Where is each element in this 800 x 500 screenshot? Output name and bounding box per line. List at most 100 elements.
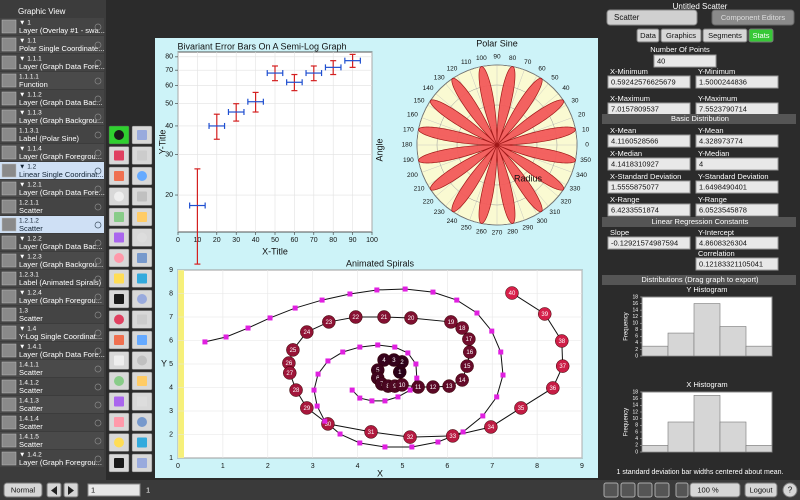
view-button[interactable] — [603, 482, 619, 498]
tree-toggle[interactable] — [94, 59, 102, 67]
tree-toggle[interactable] — [94, 221, 102, 229]
x-tick-label: 60 — [291, 237, 299, 244]
tree-row[interactable] — [0, 162, 104, 179]
tool-glyph — [137, 396, 147, 407]
tree-toggle[interactable] — [94, 41, 102, 49]
view-button[interactable] — [654, 482, 670, 498]
tree-row[interactable] — [0, 234, 104, 251]
tree-toggle[interactable] — [94, 113, 102, 121]
tab[interactable] — [702, 28, 748, 43]
histogram-bar — [719, 421, 747, 453]
tree-toggle[interactable] — [94, 275, 102, 283]
tree-row[interactable] — [0, 288, 104, 305]
button-label: Normal — [11, 485, 36, 494]
tree-id: 1.3 — [19, 308, 28, 315]
view-button[interactable] — [637, 482, 653, 498]
angle-tick-label: 120 — [447, 66, 458, 73]
field-value: 6.4233551874 — [611, 205, 659, 214]
tree-toggle[interactable] — [94, 293, 102, 301]
tree-row[interactable] — [0, 342, 104, 359]
tree-row[interactable] — [0, 54, 104, 71]
field-label: Number Of Points — [650, 45, 710, 54]
point-label: 26 — [286, 361, 293, 367]
tree-toggle[interactable] — [94, 167, 102, 175]
page-field[interactable] — [87, 483, 141, 497]
tree-icon — [1, 343, 17, 358]
angle-tick-label: 40 — [562, 85, 570, 92]
tree-toggle[interactable] — [94, 95, 102, 103]
tab[interactable] — [660, 28, 702, 43]
tree-row[interactable] — [0, 216, 104, 233]
tree-row[interactable] — [0, 18, 104, 35]
tree-toggle[interactable] — [94, 383, 102, 391]
zoom-menu[interactable] — [689, 482, 741, 498]
tree-toggle[interactable] — [94, 203, 102, 211]
point-label: 28 — [293, 388, 300, 394]
point-label: 32 — [407, 435, 414, 441]
tree-row[interactable] — [0, 270, 104, 287]
tree-row[interactable] — [0, 414, 104, 431]
tree-toggle[interactable] — [94, 149, 102, 157]
editors-menu[interactable] — [711, 9, 795, 26]
point-label: 20 — [408, 316, 415, 322]
tree-row[interactable] — [0, 108, 104, 125]
type-menu[interactable] — [606, 9, 698, 26]
tab[interactable] — [636, 28, 660, 43]
tree-toggle[interactable] — [94, 419, 102, 427]
tree-toggle[interactable] — [94, 257, 102, 265]
point-label: 22 — [352, 315, 359, 321]
square-marker — [402, 286, 408, 292]
x-tick-label: 9 — [580, 463, 584, 470]
tree-row[interactable] — [0, 306, 104, 323]
tree-id: 1.4.1.3 — [19, 398, 39, 405]
tree-row[interactable] — [0, 126, 104, 143]
tree-toggle[interactable] — [94, 131, 102, 139]
tree-toggle[interactable] — [94, 401, 102, 409]
logout-button[interactable] — [744, 482, 778, 498]
tree-label: Linear Single Coordinat... — [19, 170, 104, 179]
tree-row[interactable] — [0, 180, 104, 197]
tree-toggle[interactable] — [94, 455, 102, 463]
tree-row[interactable] — [0, 144, 104, 161]
field — [607, 180, 691, 194]
tree-label: Polar Single Coordinate... — [19, 44, 104, 53]
tree-row[interactable] — [0, 36, 104, 53]
tree-row[interactable] — [0, 72, 104, 89]
angle-tick-label: 230 — [434, 209, 445, 216]
tree-row[interactable] — [0, 198, 104, 215]
view-button[interactable] — [675, 482, 689, 498]
tree-row[interactable] — [0, 396, 104, 413]
mode-button[interactable] — [3, 482, 43, 498]
tool-glyph — [114, 130, 124, 140]
tab[interactable] — [748, 28, 774, 43]
tree-toggle[interactable] — [94, 77, 102, 85]
tree-row[interactable] — [0, 378, 104, 395]
tree-toggle[interactable] — [94, 347, 102, 355]
tree-toggle[interactable] — [94, 365, 102, 373]
tool-glyph — [137, 212, 147, 222]
tree-toggle[interactable] — [94, 23, 102, 31]
histogram-bar — [745, 445, 773, 453]
point-label: 40 — [509, 291, 516, 297]
ball-marker — [484, 420, 498, 434]
tree-row[interactable] — [0, 324, 104, 341]
tree-row[interactable] — [0, 90, 104, 107]
tree-row[interactable] — [0, 450, 104, 467]
field-label: X-Minimum — [610, 67, 648, 76]
tree-toggle[interactable] — [94, 239, 102, 247]
point-label: 13 — [446, 384, 453, 390]
tree-toggle[interactable] — [94, 329, 102, 337]
point-label: 2 — [400, 360, 404, 366]
point-label: 34 — [488, 425, 495, 431]
point-label: 14 — [459, 378, 466, 384]
tree-label: Layer (Graph Backgrou... — [19, 260, 103, 269]
tree-toggle[interactable] — [94, 185, 102, 193]
tree-toggle[interactable] — [94, 311, 102, 319]
tree-row[interactable] — [0, 360, 104, 377]
tree-row[interactable] — [0, 432, 104, 449]
tree-row[interactable] — [0, 252, 104, 269]
tree-id: 1.4.1.2 — [19, 380, 39, 387]
tree-toggle[interactable] — [94, 437, 102, 445]
help-button[interactable] — [782, 482, 798, 498]
view-button[interactable] — [620, 482, 636, 498]
